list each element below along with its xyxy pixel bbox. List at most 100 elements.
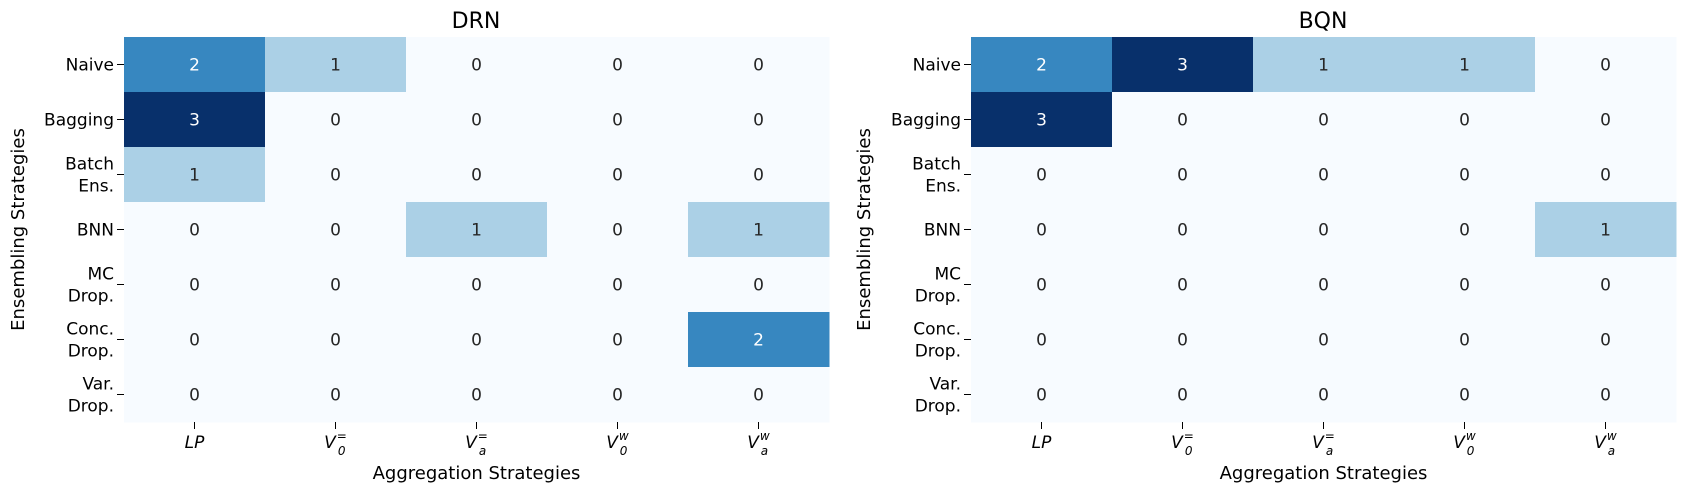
heatmap-cell bbox=[688, 367, 830, 423]
cell-value-label: 0 bbox=[612, 111, 623, 131]
cell-value-label: 0 bbox=[471, 111, 482, 131]
heatmap-cell bbox=[406, 37, 548, 93]
cell-value-label: 0 bbox=[471, 276, 482, 296]
heatmap-cell bbox=[265, 202, 407, 258]
cell-value-label: 0 bbox=[330, 111, 341, 131]
heatmap-cell bbox=[1535, 92, 1677, 148]
heatmap-cell bbox=[1394, 37, 1536, 93]
heatmap-cell bbox=[406, 147, 548, 203]
heatmap-cell bbox=[971, 257, 1113, 313]
heatmap-cell bbox=[1535, 257, 1677, 313]
cell-value-label: 0 bbox=[1318, 386, 1329, 406]
cell-value-label: 1 bbox=[189, 166, 200, 186]
y-tick-label: Bagging bbox=[44, 111, 114, 131]
cell-value-label: 3 bbox=[1177, 56, 1188, 76]
heatmap-cell bbox=[688, 257, 830, 313]
y-tick-label: Conc. Drop. bbox=[913, 320, 961, 362]
heatmap-cell bbox=[1112, 367, 1254, 423]
cell-value-label: 0 bbox=[189, 386, 200, 406]
heatmap-cell bbox=[1253, 312, 1395, 368]
cell-value-label: 1 bbox=[330, 56, 341, 76]
x-tick-label: Vw a bbox=[1594, 429, 1617, 458]
heatmap-cell bbox=[406, 367, 548, 423]
x-tick-label: LP bbox=[185, 433, 205, 453]
cell-value-label: 0 bbox=[612, 56, 623, 76]
heatmap-cell bbox=[124, 92, 266, 148]
y-tick-label: BNN bbox=[77, 221, 114, 241]
heatmap-cell bbox=[547, 367, 689, 423]
heatmap-cell bbox=[406, 257, 548, 313]
heatmap-cell bbox=[124, 147, 266, 203]
heatmap-panel-bqn: BQN 2 3 1 1 0 3 0 0 0 0 0 0 0 0 0 0 0 0 0 1 0 0 0 0 0 0 0 0 0 0 0 0 0 0 0 Na… bbox=[854, 9, 1677, 484]
cell-value-label: 0 bbox=[753, 386, 764, 406]
cell-value-label: 0 bbox=[612, 221, 623, 241]
x-tick-label: V= 0 bbox=[1171, 429, 1194, 458]
heatmap-cell bbox=[688, 147, 830, 203]
cell-value-label: 0 bbox=[1459, 276, 1470, 296]
cell-value-label: 0 bbox=[1036, 276, 1047, 296]
y-tick-label: Batch Ens. bbox=[65, 155, 114, 197]
heatmap-cell bbox=[1112, 312, 1254, 368]
y-tick-label: MC Drop. bbox=[915, 265, 961, 307]
heatmap-cell bbox=[1535, 202, 1677, 258]
heatmap-cell bbox=[1253, 367, 1395, 423]
y-tick-label: Conc. Drop. bbox=[66, 320, 114, 362]
y-axis-label: Ensembling Strategies bbox=[8, 128, 29, 331]
heatmap-cell bbox=[1535, 147, 1677, 203]
cell-value-label: 3 bbox=[189, 111, 200, 131]
cell-value-label: 0 bbox=[1318, 111, 1329, 131]
heatmap-cell bbox=[1112, 202, 1254, 258]
heatmap-cell bbox=[406, 312, 548, 368]
heatmap-cell bbox=[265, 92, 407, 148]
heatmap-cell bbox=[971, 147, 1113, 203]
x-tick-label: Vw 0 bbox=[606, 429, 629, 458]
heatmap-cell bbox=[124, 312, 266, 368]
cell-value-label: 0 bbox=[1318, 221, 1329, 241]
heatmap-cell bbox=[547, 202, 689, 258]
cell-value-label: 0 bbox=[1318, 166, 1329, 186]
cell-value-label: 0 bbox=[330, 166, 341, 186]
cell-value-label: 0 bbox=[1036, 221, 1047, 241]
cell-value-label: 0 bbox=[1036, 386, 1047, 406]
cell-value-label: 0 bbox=[189, 276, 200, 296]
heatmap-cell bbox=[971, 367, 1113, 423]
cell-value-label: 0 bbox=[753, 166, 764, 186]
cell-value-label: 0 bbox=[1600, 386, 1611, 406]
heatmap-cell bbox=[1394, 257, 1536, 313]
heatmap-cell bbox=[688, 92, 830, 148]
heatmap-cell bbox=[406, 202, 548, 258]
cell-value-label: 0 bbox=[1036, 166, 1047, 186]
x-tick-label: V= 0 bbox=[324, 429, 347, 458]
heatmap-cell bbox=[265, 312, 407, 368]
cell-value-label: 1 bbox=[1318, 56, 1329, 76]
x-tick-label: Vw a bbox=[747, 429, 770, 458]
cell-value-label: 0 bbox=[1600, 111, 1611, 131]
heatmap-cell bbox=[1112, 147, 1254, 203]
x-axis-label: Aggregation Strategies bbox=[373, 463, 581, 484]
cell-value-label: 0 bbox=[1459, 386, 1470, 406]
heatmap-cell bbox=[265, 367, 407, 423]
cell-value-label: 1 bbox=[753, 221, 764, 241]
cell-value-label: 2 bbox=[189, 56, 200, 76]
heatmap-cell bbox=[547, 312, 689, 368]
heatmap-cell bbox=[124, 367, 266, 423]
heatmap-cell bbox=[265, 257, 407, 313]
heatmap-cell bbox=[688, 202, 830, 258]
y-tick-label: Naive bbox=[66, 56, 114, 76]
heatmap-cell bbox=[1535, 312, 1677, 368]
cell-value-label: 0 bbox=[1459, 221, 1470, 241]
heatmap-cell bbox=[406, 92, 548, 148]
cell-value-label: 0 bbox=[1459, 111, 1470, 131]
heatmap-cell bbox=[1394, 367, 1536, 423]
heatmap-panel-drn: DRN 2 1 0 0 0 3 0 0 0 0 1 0 0 0 0 0 0 1 0 1 0 0 0 0 0 0 0 0 0 2 0 0 0 0 0 Na… bbox=[8, 9, 830, 484]
cell-value-label: 2 bbox=[753, 331, 764, 351]
cell-value-label: 0 bbox=[1177, 166, 1188, 186]
heatmap-cell bbox=[1112, 37, 1254, 93]
x-tick-label: LP bbox=[1032, 433, 1052, 453]
cell-value-label: 0 bbox=[753, 56, 764, 76]
cell-value-label: 0 bbox=[1600, 56, 1611, 76]
y-tick-label: Bagging bbox=[891, 111, 961, 131]
heatmap-cell bbox=[1112, 257, 1254, 313]
x-tick-label: Vw 0 bbox=[1453, 429, 1476, 458]
